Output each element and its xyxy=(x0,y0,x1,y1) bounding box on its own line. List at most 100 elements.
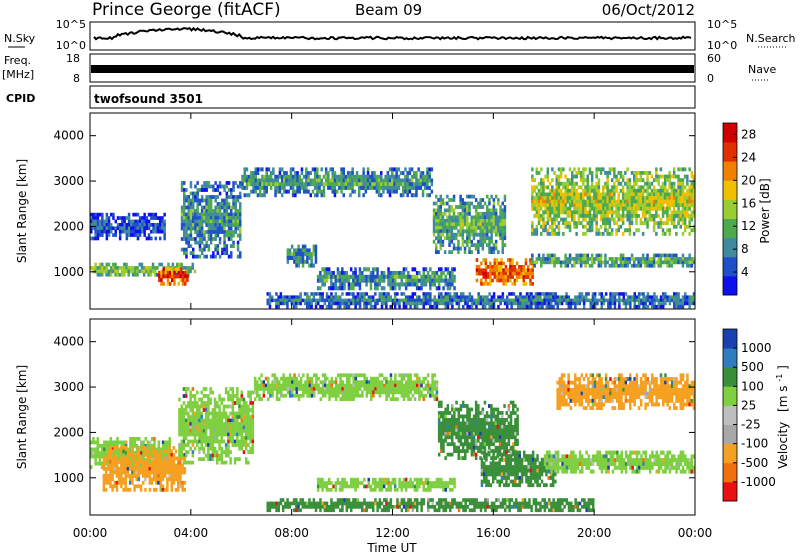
echo-cell xyxy=(202,418,206,423)
echo-cell xyxy=(513,282,517,286)
echo-cell xyxy=(243,171,246,176)
echo-cell xyxy=(439,243,442,247)
echo-cell xyxy=(559,217,563,222)
echo-cell xyxy=(189,202,193,206)
echo-cell xyxy=(354,267,357,272)
echo-cell xyxy=(566,257,570,261)
echo-cell xyxy=(362,185,365,190)
echo-cell xyxy=(330,298,333,303)
echo-cell xyxy=(137,484,141,489)
echo-cell xyxy=(343,301,346,306)
echo-cell xyxy=(500,261,503,266)
echo-cell xyxy=(422,267,425,272)
echo-cell xyxy=(588,167,592,172)
echo-cell xyxy=(461,239,465,244)
echo-cell xyxy=(404,282,408,287)
echo-cell xyxy=(200,443,203,447)
echo-cell xyxy=(334,278,337,283)
echo-cell xyxy=(590,214,594,218)
echo-cell xyxy=(380,286,384,291)
echo-cell xyxy=(608,203,612,208)
echo-cell xyxy=(655,199,658,204)
echo-cell xyxy=(351,167,354,172)
echo-cell xyxy=(494,243,498,247)
echo-cell xyxy=(621,231,625,236)
echo-cell xyxy=(193,425,197,430)
echo-cell xyxy=(146,440,150,445)
echo-cell xyxy=(113,470,116,475)
echo-cell xyxy=(407,295,410,299)
echo-cell xyxy=(479,215,482,220)
echo-cell xyxy=(537,171,541,175)
echo-cell xyxy=(159,236,162,241)
echo-cell xyxy=(688,214,691,218)
echo-cell xyxy=(191,443,195,447)
echo-cell xyxy=(630,221,634,226)
echo-cell xyxy=(133,440,137,445)
echo-cell xyxy=(544,260,547,265)
echo-cell xyxy=(250,189,253,194)
echo-cell xyxy=(92,236,95,241)
echo-cell xyxy=(216,205,220,210)
echo-cell xyxy=(408,185,412,190)
echo-cell xyxy=(483,201,487,206)
echo-cell xyxy=(94,461,97,466)
echo-cell xyxy=(177,474,180,478)
echo-cell xyxy=(557,167,561,172)
echo-cell xyxy=(402,298,406,303)
echo-cell xyxy=(135,474,138,478)
echo-cell xyxy=(212,223,215,227)
echo-cell xyxy=(657,174,660,179)
echo-cell xyxy=(107,480,110,485)
echo-cell xyxy=(653,298,656,303)
echo-cell xyxy=(313,193,317,198)
echo-cell xyxy=(124,477,127,482)
echo-cell xyxy=(109,484,112,489)
echo-cell xyxy=(672,188,676,193)
echo-cell xyxy=(129,266,133,270)
echo-cell xyxy=(618,292,621,296)
echo-cell xyxy=(234,209,237,213)
echo-cell xyxy=(134,226,137,231)
echo-cell xyxy=(139,456,143,461)
echo-band xyxy=(475,258,534,286)
echo-cell xyxy=(213,450,217,454)
echo-cell xyxy=(122,456,125,461)
echo-cell xyxy=(537,192,541,197)
echo-cell xyxy=(466,298,469,303)
echo-cell xyxy=(391,278,395,283)
echo-cell xyxy=(688,188,691,193)
echo-cell xyxy=(196,223,199,227)
echo-cell xyxy=(672,171,676,175)
echo-cell xyxy=(413,301,417,306)
echo-cell xyxy=(411,292,414,296)
echo-cell xyxy=(410,185,414,190)
echo-cell xyxy=(560,295,564,299)
echo-cell xyxy=(94,440,97,445)
echo-cell xyxy=(373,182,376,187)
echo-cell xyxy=(159,447,163,452)
echo-cell xyxy=(129,440,132,445)
echo-cell xyxy=(92,219,95,224)
echo-cell xyxy=(524,282,528,286)
echo-cell xyxy=(442,301,445,306)
echo-cell xyxy=(477,222,480,227)
echo-cell xyxy=(114,229,117,234)
echo-cell xyxy=(621,210,625,215)
echo-cell xyxy=(349,274,353,279)
echo-cell xyxy=(305,171,308,176)
echo-cell xyxy=(291,189,295,194)
echo-cell xyxy=(159,487,162,492)
echo-cell xyxy=(162,274,165,279)
echo-cell xyxy=(633,292,636,296)
echo-cell xyxy=(120,460,123,464)
echo-cell xyxy=(200,223,204,227)
echo-cell xyxy=(559,206,563,211)
echo-cell xyxy=(319,286,322,291)
echo-cell xyxy=(608,188,612,193)
echo-cell xyxy=(178,453,181,458)
echo-cell xyxy=(230,209,233,213)
echo-cell xyxy=(230,188,233,192)
echo-cell xyxy=(440,301,443,306)
echo-cell xyxy=(633,298,636,303)
